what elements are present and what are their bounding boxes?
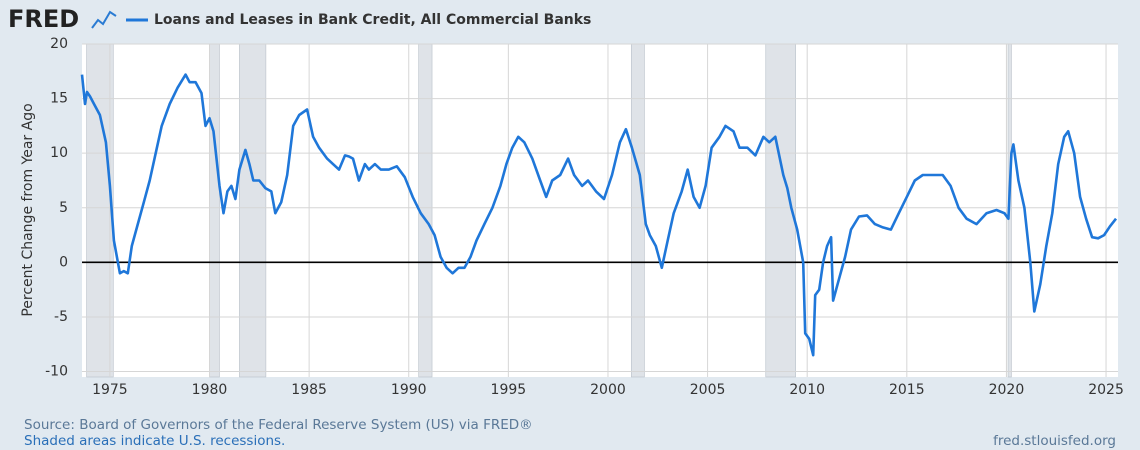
x-tick-label: 1985 [291, 382, 327, 398]
website[interactable]: fred.stlouisfed.org [993, 433, 1116, 449]
x-tick-label: 2020 [989, 382, 1025, 398]
y-tick-label: 15 [50, 91, 68, 107]
recession-band [209, 43, 220, 378]
brand-logo: FRED [8, 5, 79, 33]
logo-icon [91, 10, 117, 29]
y-tick-label: 20 [50, 36, 68, 52]
y-tick-label: -5 [54, 309, 68, 325]
x-tick-label: 1975 [92, 382, 128, 398]
y-tick-label: 10 [50, 145, 68, 161]
x-tick-label: 1980 [192, 382, 228, 398]
x-tick-label: 1995 [491, 382, 527, 398]
y-tick-label: -10 [45, 364, 68, 380]
y-tick-label: 5 [59, 200, 68, 216]
x-tick-label: 2000 [590, 382, 626, 398]
recession-note[interactable]: Shaded areas indicate U.S. recessions. [24, 433, 285, 449]
y-tick-label: 0 [59, 254, 68, 270]
plot-area [82, 44, 1118, 377]
recession-band [239, 43, 267, 378]
series-line [80, 73, 1118, 357]
x-tick-label: 2005 [690, 382, 726, 398]
legend-label: Loans and Leases in Bank Credit, All Com… [154, 12, 591, 28]
x-tick-label: 1990 [391, 382, 427, 398]
y-axis-label: Percent Change from Year Ago [20, 103, 36, 316]
x-tick-label: 2025 [1088, 382, 1124, 398]
recession-band [630, 43, 645, 378]
recession-band [86, 43, 114, 378]
recession-band [765, 43, 796, 378]
x-tick-label: 2010 [789, 382, 825, 398]
source-note: Source: Board of Governors of the Federa… [24, 417, 533, 433]
x-tick-label: 2015 [889, 382, 925, 398]
